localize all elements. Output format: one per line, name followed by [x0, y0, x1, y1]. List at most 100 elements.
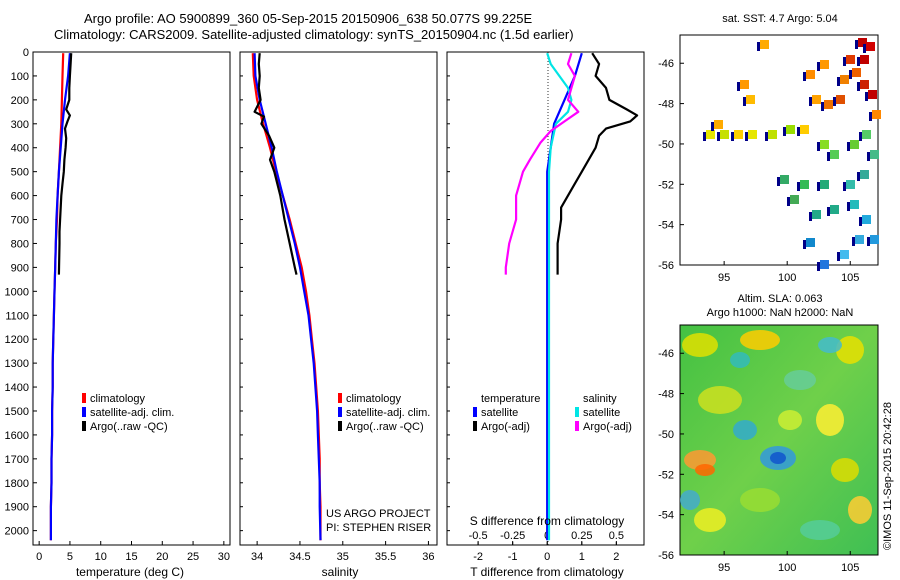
s-diff-tick-label: -0.25	[500, 530, 525, 542]
sst-cell-edge	[711, 122, 714, 131]
difference-profiles	[504, 52, 639, 541]
sst-cell	[734, 130, 743, 139]
sst-cell-edge	[743, 97, 746, 106]
depth-tick-label: 1800	[5, 478, 29, 490]
sst-cell	[860, 170, 869, 179]
sst-cell-edge	[857, 82, 860, 91]
sst-map-title: sat. SST: 4.7 Argo: 5.04	[722, 13, 838, 25]
sla-anomaly	[680, 490, 700, 510]
legend-label-climatology: climatology	[346, 393, 402, 405]
x-tick-label: 0	[36, 551, 42, 563]
legend-label-climatology: climatology	[90, 393, 146, 405]
sst-cell-edge	[857, 57, 860, 66]
lat-tick-label: -56	[658, 550, 674, 562]
series-line-argo-raw-qc-	[57, 53, 73, 275]
sst-cell	[790, 195, 799, 204]
sst-cell-edge	[797, 182, 800, 191]
sst-cell-edge	[809, 212, 812, 221]
sla-anomaly	[818, 337, 842, 353]
sla-map-panel: Altim. SLA: 0.063 Argo h1000: NaN h2000:…	[658, 293, 879, 574]
difference-panel: -2 -1 0 1 2 -0.5 -0.25 0 0.25 0.5 T difference f…	[446, 51, 645, 579]
sst-cell	[868, 90, 877, 99]
lon-tick-label: 105	[841, 272, 859, 284]
legend-label-s-satellite: satellite	[583, 407, 620, 419]
depth-tick-label: 1000	[5, 286, 29, 298]
sst-cell	[858, 38, 867, 47]
sst-cell-edge	[817, 182, 820, 191]
legend-label-argo: Argo(..raw -QC)	[346, 421, 424, 433]
sst-cell	[860, 80, 869, 89]
lon-tick-label: 100	[778, 272, 796, 284]
lat-tick-label: -46	[658, 348, 674, 360]
salinity-x-axis: 34 34.5 35 35.5 36	[240, 51, 435, 563]
legend-swatch-s-satellite	[575, 407, 579, 417]
sst-heatmap-cells	[703, 38, 881, 271]
profile-title: Argo profile: AO 5900899_360 05-Sep-2015…	[84, 11, 533, 26]
depth-tick-label: 1700	[5, 454, 29, 466]
sla-map-axes: 95 100 105 -46 -48 -50 -52 -54 -56	[658, 348, 859, 574]
series-line-satellite	[546, 52, 583, 541]
legend-swatch-climatology	[82, 393, 86, 403]
sst-cell	[748, 130, 757, 139]
sla-anomaly	[682, 333, 718, 357]
depth-tick-label: 200	[11, 95, 29, 107]
depth-tick-label: 1500	[5, 406, 29, 418]
x-tick-label: 2	[613, 551, 619, 563]
sla-anomaly	[694, 508, 726, 532]
series-line-argo-raw-qc-	[253, 53, 298, 275]
temperature-panel: 0100200300400500600700800900100011001200…	[5, 47, 231, 579]
sst-cell	[860, 55, 869, 64]
sla-anomaly	[831, 458, 859, 482]
lat-tick-label: -54	[658, 510, 674, 522]
sst-cell	[862, 215, 871, 224]
x-tick-label: 34	[251, 551, 263, 563]
lat-tick-label: -46	[658, 58, 674, 70]
sst-cell	[866, 42, 875, 51]
sla-anomaly	[836, 336, 864, 364]
sst-cell-edge	[745, 132, 748, 141]
sst-cell	[720, 130, 729, 139]
sst-cell	[840, 250, 849, 259]
sst-cell-edge	[731, 132, 734, 141]
x-tick-label: 5	[67, 551, 73, 563]
legend-swatch-t-satellite	[473, 407, 477, 417]
sst-cell	[820, 140, 829, 149]
legend-swatch-s-argo	[575, 421, 579, 431]
legend-label-t-argo: Argo(-adj)	[481, 421, 530, 433]
sla-heatmap-features	[680, 330, 872, 540]
sst-cell	[760, 40, 769, 49]
legend-title-salinity: salinity	[583, 393, 617, 405]
sst-cell	[768, 130, 777, 139]
lat-tick-label: -50	[658, 429, 674, 441]
sla-anomaly	[770, 452, 786, 464]
depth-axis: 0 100 200 300 400 500 600 700 800 900 1000 1100 1200…	[5, 47, 37, 538]
temperature-x-axis: 0 5 10 15 20 25 30	[36, 541, 230, 563]
x-tick-label: -2	[473, 551, 483, 563]
s-diff-tick-label: -0.5	[469, 530, 488, 542]
sst-cell	[812, 210, 821, 219]
depth-tick-label: 1300	[5, 358, 29, 370]
salinity-plot-frame	[239, 51, 438, 546]
sst-cell-edge	[847, 202, 850, 211]
lat-tick-label: -48	[658, 99, 674, 111]
lon-tick-label: 100	[778, 562, 796, 574]
sst-cell-edge	[867, 237, 870, 246]
sst-cell-edge	[847, 142, 850, 151]
x-tick-label: 15	[125, 551, 137, 563]
series-line-satellite-adj-clim-	[49, 53, 71, 541]
salinity-panel: 34 34.5 35 35.5 36 salinity climatology sate…	[239, 51, 438, 579]
sst-cell-edge	[855, 40, 858, 49]
sst-cell-edge	[821, 102, 824, 111]
sla-map-title-1: Altim. SLA: 0.063	[738, 293, 823, 305]
sst-cell-edge	[717, 132, 720, 141]
sst-cell	[846, 55, 855, 64]
sla-anomaly	[778, 410, 802, 430]
sst-cell-edge	[803, 240, 806, 249]
sst-cell	[780, 175, 789, 184]
sst-cell-edge	[859, 132, 862, 141]
sst-cell	[872, 110, 881, 119]
legend-label-t-satellite: satellite	[481, 407, 518, 419]
pi-annotation: PI: STEPHEN RISER	[326, 522, 431, 534]
lat-tick-label: -52	[658, 469, 674, 481]
legend-label-satellite: satellite-adj. clim.	[90, 407, 174, 419]
